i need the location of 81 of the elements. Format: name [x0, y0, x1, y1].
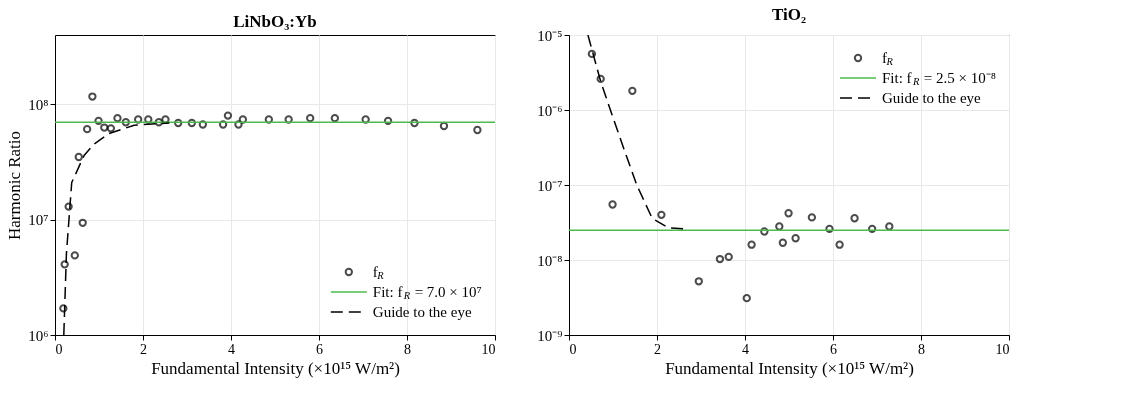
point: [473, 125, 482, 135]
chart-title: TiO₂: [771, 5, 807, 24]
point: [106, 124, 116, 133]
point: [807, 213, 817, 222]
x-tick-label: 10: [481, 341, 496, 357]
chart-title: LiNbO₃:Yb: [233, 12, 317, 31]
y-axis-title: Harmonic Ratio: [5, 130, 25, 241]
y-tick-label: 10⁷: [28, 212, 49, 229]
point: [60, 260, 69, 269]
point: [59, 304, 68, 313]
point: [218, 120, 228, 129]
point: [134, 115, 143, 124]
legend-label: Guide to the eye: [882, 90, 982, 106]
x-tick-label: 2: [654, 341, 661, 357]
point: [835, 240, 844, 249]
point: [88, 92, 97, 101]
point: [885, 222, 894, 231]
point: [187, 118, 196, 128]
point: [850, 214, 859, 223]
y-tick-label: 10⁸: [28, 96, 49, 113]
x-tick-label: 8: [918, 341, 925, 357]
point: [596, 74, 605, 84]
y-tick-label: 10⁻⁹: [537, 327, 563, 344]
point: [747, 240, 756, 249]
point: [70, 251, 79, 260]
point: [760, 227, 769, 236]
point: [121, 118, 130, 127]
x-tick-label: 8: [404, 341, 411, 357]
x-tick-label: 6: [830, 341, 837, 357]
point: [113, 114, 122, 123]
point: [264, 115, 273, 124]
x-axis-title: Fundamental Intensity (×10¹⁵ W/m²): [151, 358, 400, 378]
y-tick-label: 10⁻⁶: [537, 102, 563, 119]
point: [724, 252, 733, 262]
point: [825, 224, 834, 234]
point: [361, 115, 370, 124]
point: [100, 123, 109, 132]
point: [775, 222, 784, 231]
y-tick-label: 10⁻⁷: [537, 177, 563, 194]
point: [628, 86, 637, 96]
point: [330, 114, 339, 123]
point: [383, 116, 393, 126]
x-tick-label: 6: [316, 341, 323, 357]
point: [234, 120, 243, 129]
point: [791, 234, 800, 243]
point: [198, 120, 207, 129]
point: [587, 49, 597, 59]
point: [715, 254, 725, 264]
x-tick-label: 2: [140, 341, 147, 357]
point: [784, 209, 793, 218]
point: [608, 200, 617, 209]
x-axis-title: Fundamental Intensity (×10¹⁵ W/m²): [665, 358, 914, 378]
point: [657, 210, 666, 219]
legend-label: Guide to the eye: [372, 304, 472, 320]
x-tick-label: 4: [228, 341, 235, 357]
point: [78, 218, 87, 227]
point: [238, 115, 248, 124]
x-tick-label: 10: [995, 341, 1010, 357]
point: [144, 115, 153, 124]
y-tick-label: 10⁻⁵: [537, 27, 563, 44]
point: [742, 293, 751, 303]
point: [74, 152, 83, 162]
point: [410, 118, 419, 128]
point: [694, 277, 703, 286]
x-tick-label: 0: [55, 341, 63, 357]
point: [868, 224, 877, 234]
x-tick-label: 0: [569, 341, 577, 357]
point: [284, 115, 293, 124]
point: [154, 118, 163, 127]
y-tick-label: 10⁶: [28, 327, 49, 344]
point: [94, 116, 103, 126]
point: [64, 202, 73, 211]
point: [174, 118, 183, 128]
point: [306, 114, 315, 123]
point: [223, 111, 233, 120]
x-tick-label: 4: [742, 341, 749, 357]
point: [439, 121, 449, 131]
line-series: [587, 35, 685, 230]
y-tick-label: 10⁻⁸: [537, 252, 563, 269]
point: [778, 238, 787, 247]
point: [82, 125, 92, 134]
